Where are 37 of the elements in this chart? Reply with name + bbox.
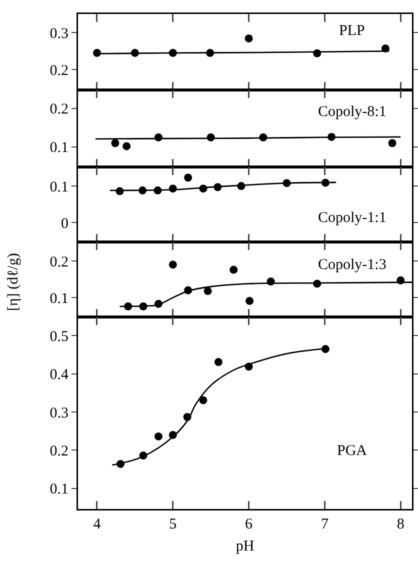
- y-tick-label: 0.2: [50, 443, 68, 460]
- y-tick-label: 0.1: [50, 482, 68, 498]
- point: [204, 287, 212, 296]
- point: [184, 174, 192, 182]
- point: [244, 34, 253, 42]
- point: [111, 139, 120, 148]
- text: Copoly-1:3: [318, 257, 386, 273]
- point: [388, 139, 396, 148]
- point: [154, 432, 162, 440]
- y-tick-label: 0.5: [50, 328, 68, 345]
- y-tick-label: 0.3: [50, 405, 68, 422]
- point: [122, 142, 131, 150]
- x-tick-label: 7: [320, 516, 329, 532]
- text: Copoly-8:1: [318, 104, 386, 120]
- point: [230, 266, 238, 274]
- y-tick-label: 0.2: [50, 254, 68, 270]
- y-axis-title: [η] (dℓ/g): [6, 253, 22, 311]
- point: [168, 260, 177, 269]
- y-tick-label: 0.1: [50, 179, 68, 196]
- point: [246, 296, 254, 305]
- point: [214, 358, 222, 366]
- y-tick-label: 0.2: [50, 62, 68, 79]
- x-tick-label: 8: [396, 516, 404, 532]
- point: [199, 396, 208, 404]
- x-axis-title: pH: [236, 538, 254, 554]
- x-tick-label: 5: [169, 516, 177, 532]
- text: Copoly-1:1: [318, 210, 386, 226]
- y-tick-label: 0.1: [50, 140, 68, 156]
- text: PGA: [337, 443, 368, 459]
- y-tick-label: 0.1: [50, 290, 68, 307]
- y-tick-label: 0: [61, 216, 68, 232]
- y-tick-label: 0.2: [50, 102, 68, 118]
- text: PLP: [339, 23, 365, 39]
- x-tick-label: 4: [93, 516, 102, 532]
- x-tick-label: 6: [245, 516, 254, 532]
- y-tick-label: 0.3: [50, 26, 68, 42]
- y-tick-label: 0.4: [50, 367, 69, 384]
